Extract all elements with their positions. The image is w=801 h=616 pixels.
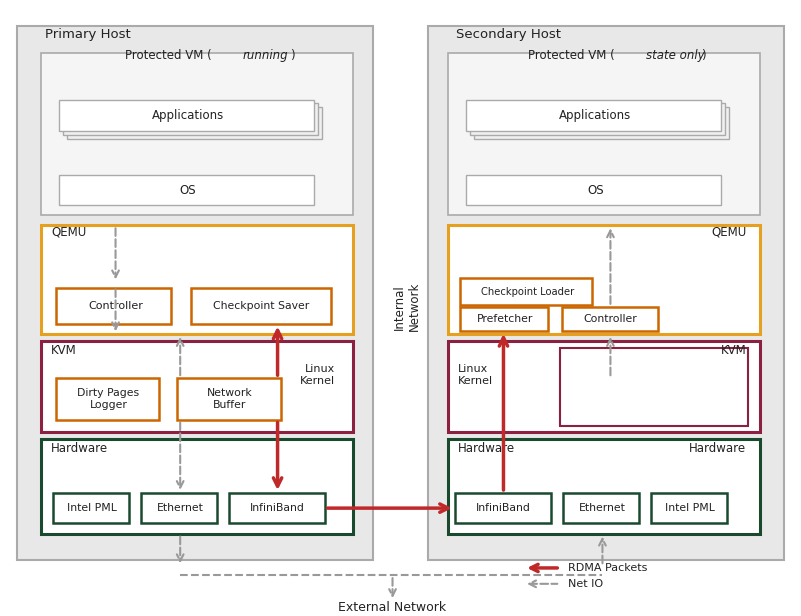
Text: KVM: KVM xyxy=(51,344,77,357)
Text: Primary Host: Primary Host xyxy=(46,28,131,41)
Text: Secondary Host: Secondary Host xyxy=(457,28,562,41)
Text: Hardware: Hardware xyxy=(51,442,108,455)
Text: InfiniBand: InfiniBand xyxy=(250,503,305,513)
FancyBboxPatch shape xyxy=(58,100,314,131)
FancyBboxPatch shape xyxy=(58,175,314,205)
FancyBboxPatch shape xyxy=(54,493,129,524)
FancyBboxPatch shape xyxy=(651,493,727,524)
Text: Applications: Applications xyxy=(559,109,631,122)
Text: Internal
Network: Internal Network xyxy=(392,282,421,331)
FancyBboxPatch shape xyxy=(66,107,322,139)
Text: External Network: External Network xyxy=(339,601,447,614)
Text: Protected VM (: Protected VM ( xyxy=(125,49,211,62)
Text: OS: OS xyxy=(180,184,196,197)
FancyBboxPatch shape xyxy=(42,341,352,432)
Text: Hardware: Hardware xyxy=(458,442,515,455)
FancyBboxPatch shape xyxy=(466,175,722,205)
Text: Protected VM (: Protected VM ( xyxy=(528,49,615,62)
Text: InfiniBand: InfiniBand xyxy=(476,503,531,513)
FancyBboxPatch shape xyxy=(562,307,658,331)
Text: Ethernet: Ethernet xyxy=(157,503,203,513)
FancyBboxPatch shape xyxy=(470,103,726,135)
FancyBboxPatch shape xyxy=(191,288,331,324)
Text: Prefetcher: Prefetcher xyxy=(477,314,533,324)
FancyBboxPatch shape xyxy=(560,347,747,426)
Text: KVM: KVM xyxy=(720,344,746,357)
FancyBboxPatch shape xyxy=(449,439,759,533)
Text: RDMA Packets: RDMA Packets xyxy=(568,563,647,573)
Text: Ethernet: Ethernet xyxy=(579,503,626,513)
FancyBboxPatch shape xyxy=(449,53,759,215)
FancyBboxPatch shape xyxy=(429,26,783,560)
FancyBboxPatch shape xyxy=(455,493,550,524)
Text: Controller: Controller xyxy=(584,314,638,324)
Text: QEMU: QEMU xyxy=(710,225,746,238)
Text: running: running xyxy=(243,49,288,62)
Text: OS: OS xyxy=(587,184,604,197)
FancyBboxPatch shape xyxy=(177,378,281,419)
FancyBboxPatch shape xyxy=(55,378,159,419)
Text: Intel PML: Intel PML xyxy=(67,503,117,513)
Text: QEMU: QEMU xyxy=(51,225,87,238)
FancyBboxPatch shape xyxy=(141,493,217,524)
Text: ): ) xyxy=(290,49,295,62)
FancyBboxPatch shape xyxy=(229,493,324,524)
Text: ): ) xyxy=(701,49,705,62)
Text: Checkpoint Saver: Checkpoint Saver xyxy=(214,301,310,311)
FancyBboxPatch shape xyxy=(449,225,759,334)
FancyBboxPatch shape xyxy=(62,103,318,135)
FancyBboxPatch shape xyxy=(42,225,352,334)
Text: Applications: Applications xyxy=(152,109,224,122)
Text: Checkpoint Loader: Checkpoint Loader xyxy=(481,287,574,297)
Text: Dirty Pages
Logger: Dirty Pages Logger xyxy=(77,388,139,410)
Text: state only: state only xyxy=(646,49,704,62)
FancyBboxPatch shape xyxy=(42,53,352,215)
FancyBboxPatch shape xyxy=(563,493,639,524)
FancyBboxPatch shape xyxy=(18,26,372,560)
FancyBboxPatch shape xyxy=(55,288,171,324)
FancyBboxPatch shape xyxy=(461,278,592,306)
Text: Network
Buffer: Network Buffer xyxy=(207,388,252,410)
Text: Controller: Controller xyxy=(88,301,143,311)
FancyBboxPatch shape xyxy=(466,100,722,131)
Text: Linux
Kernel: Linux Kernel xyxy=(300,364,335,386)
Text: Intel PML: Intel PML xyxy=(666,503,715,513)
FancyBboxPatch shape xyxy=(474,107,730,139)
FancyBboxPatch shape xyxy=(42,439,352,533)
FancyBboxPatch shape xyxy=(461,307,548,331)
Text: Hardware: Hardware xyxy=(689,442,746,455)
FancyBboxPatch shape xyxy=(449,341,759,432)
Text: Net IO: Net IO xyxy=(568,579,603,589)
Text: Linux
Kernel: Linux Kernel xyxy=(458,364,493,386)
